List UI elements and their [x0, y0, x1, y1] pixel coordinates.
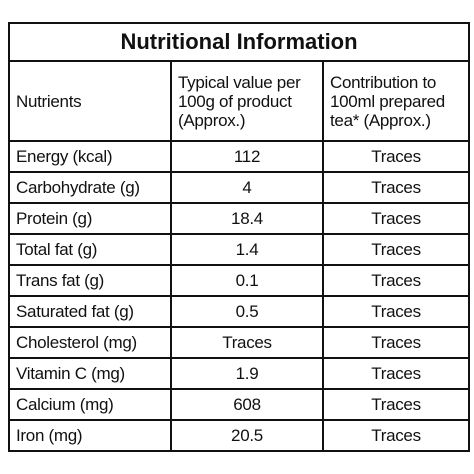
column-header: Nutrients: [8, 60, 172, 142]
per-100ml-value: Traces: [321, 388, 471, 421]
nutrient-row: Carbohydrate (g) 4 Traces: [8, 171, 471, 204]
header-line: tea* (Approx.): [330, 110, 431, 130]
nutrient-row: Iron (mg) 20.5 Traces: [8, 419, 471, 452]
nutrition-table: Nutritional Information Nutrients Typical…: [7, 22, 471, 452]
header-line: 100g of product: [178, 91, 292, 111]
nutrient-row: Calcium (mg) 608 Traces: [8, 388, 471, 421]
per-100ml-value: Traces: [321, 202, 471, 235]
per-100ml-value: Traces: [321, 140, 471, 173]
table-title: Nutritional Information: [7, 22, 471, 62]
per-100ml-value: Traces: [321, 171, 471, 204]
column-header: Contribution to 100ml prepared tea* (Appro…: [321, 60, 471, 142]
per-100ml-value: Traces: [321, 326, 471, 359]
per-100g-value: 1.9: [170, 357, 324, 390]
nutrient-name: Calcium (mg): [8, 388, 172, 421]
header-line: 100ml prepared: [330, 91, 445, 111]
header-line: Contribution to: [330, 72, 437, 92]
header-line: Typical value per: [178, 72, 301, 92]
column-header: Typical value per 100g of product (Approx.…: [170, 60, 324, 142]
header-line: (Approx.): [178, 110, 246, 130]
nutrient-row: Saturated fat (g) 0.5 Traces: [8, 295, 471, 328]
nutrient-name: Protein (g): [8, 202, 172, 235]
per-100ml-value: Traces: [321, 295, 471, 328]
nutrient-name: Total fat (g): [8, 233, 172, 266]
per-100g-value: 0.5: [170, 295, 324, 328]
per-100g-value: Traces: [170, 326, 324, 359]
nutrient-name: Vitamin C (mg): [8, 357, 172, 390]
nutrient-row: Cholesterol (mg) Traces Traces: [8, 326, 471, 359]
per-100ml-value: Traces: [321, 357, 471, 390]
per-100g-value: 0.1: [170, 264, 324, 297]
per-100g-value: 1.4: [170, 233, 324, 266]
nutrient-name: Energy (kcal): [8, 140, 172, 173]
nutrient-name: Iron (mg): [8, 419, 172, 452]
title-row: Nutritional Information: [7, 22, 471, 62]
per-100g-value: 18.4: [170, 202, 324, 235]
per-100g-value: 4: [170, 171, 324, 204]
nutrient-name: Saturated fat (g): [8, 295, 172, 328]
header-line: Nutrients: [16, 91, 82, 111]
nutrient-row: Trans fat (g) 0.1 Traces: [8, 264, 471, 297]
table-body: Nutritional Information Nutrients Typical…: [7, 22, 471, 452]
per-100ml-value: Traces: [321, 233, 471, 266]
per-100ml-value: Traces: [321, 419, 471, 452]
header-row: Nutrients Typical value per 100g of produc…: [8, 60, 471, 142]
nutrient-name: Cholesterol (mg): [8, 326, 172, 359]
nutrition-panel: Nutritional Information Nutrients Typical…: [7, 22, 471, 452]
per-100g-value: 20.5: [170, 419, 324, 452]
nutrient-row: Protein (g) 18.4 Traces: [8, 202, 471, 235]
nutrient-row: Energy (kcal) 112 Traces: [8, 140, 471, 173]
nutrient-row: Total fat (g) 1.4 Traces: [8, 233, 471, 266]
nutrient-name: Trans fat (g): [8, 264, 172, 297]
per-100g-value: 112: [170, 140, 324, 173]
nutrient-row: Vitamin C (mg) 1.9 Traces: [8, 357, 471, 390]
per-100g-value: 608: [170, 388, 324, 421]
per-100ml-value: Traces: [321, 264, 471, 297]
nutrient-name: Carbohydrate (g): [8, 171, 172, 204]
